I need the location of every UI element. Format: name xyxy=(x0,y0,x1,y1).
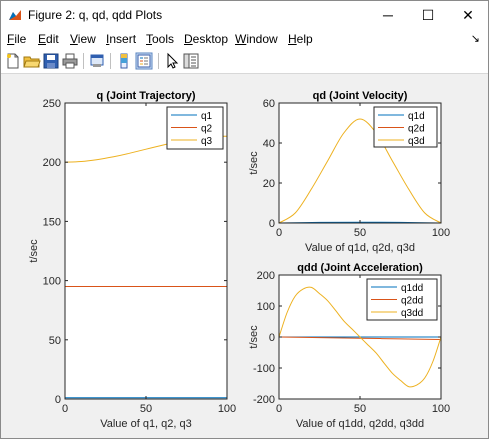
y-tick-label: 150 xyxy=(43,216,61,228)
menu-insert[interactable]: Insert xyxy=(106,32,137,46)
print-icon[interactable] xyxy=(61,52,79,70)
colorbar-icon[interactable] xyxy=(115,52,133,70)
y-tick-label: 20 xyxy=(263,178,275,190)
y-tick-label: 200 xyxy=(257,270,275,282)
pointer-icon[interactable] xyxy=(163,52,181,70)
save-icon[interactable] xyxy=(42,52,60,70)
x-axis-label-0: Value of q1, q2, q3 xyxy=(100,418,192,430)
series-line-q2dd xyxy=(279,336,441,340)
y-tick-label: 100 xyxy=(257,301,275,313)
x-tick-label: 100 xyxy=(432,403,450,415)
print-preview-icon[interactable] xyxy=(88,52,106,70)
y-axis-label-0: t/sec xyxy=(28,239,40,263)
y-tick-label: 60 xyxy=(263,98,275,110)
minimize-button[interactable]: ─ xyxy=(368,1,408,29)
menu-view[interactable]: View xyxy=(70,32,96,46)
toolbar-separator xyxy=(83,53,84,69)
menu-tools[interactable]: Tools xyxy=(146,32,175,46)
minimize-icon: ─ xyxy=(383,7,393,23)
y-tick-label: -200 xyxy=(253,394,275,406)
x-tick-label: 0 xyxy=(276,403,282,415)
legend-icon[interactable] xyxy=(135,52,153,70)
chart-title-0: q (Joint Trajectory) xyxy=(96,90,195,102)
y-axis-label-1: t/sec xyxy=(248,151,260,175)
chart-title-2: qdd (Joint Acceleration) xyxy=(297,262,423,274)
menu-file[interactable]: File xyxy=(7,32,27,46)
series-line-q3dd xyxy=(279,286,441,388)
figure-toolbar xyxy=(1,49,488,74)
dock-arrow-icon[interactable]: ↘ xyxy=(470,33,480,45)
title-bar[interactable]: Figure 2: q, qd, qdd Plots ─ ☐ ✕ xyxy=(1,1,488,29)
toolbar-separator xyxy=(110,53,111,69)
menu-window[interactable]: Window xyxy=(235,32,278,46)
chart-title-1: qd (Joint Velocity) xyxy=(313,90,408,102)
series-line-q3d xyxy=(279,118,441,223)
axes-background-0 xyxy=(65,103,227,399)
legend-entry-q3: q3 xyxy=(201,136,213,147)
legend-entry-q3d: q3d xyxy=(408,136,425,147)
x-tick-label: 0 xyxy=(62,403,68,415)
close-icon: ✕ xyxy=(462,6,474,23)
maximize-button[interactable]: ☐ xyxy=(408,1,448,29)
figure-canvas: q (Joint Trajectory) 0 50 100 0 50 100 150 200 25… xyxy=(1,74,488,438)
x-tick-label: 0 xyxy=(276,227,282,239)
toolbar-separator xyxy=(158,53,159,69)
close-button[interactable]: ✕ xyxy=(448,1,488,29)
y-tick-label: -100 xyxy=(253,363,275,375)
x-tick-label: 100 xyxy=(432,227,450,239)
x-tick-label: 50 xyxy=(140,403,152,415)
menu-help[interactable]: Help xyxy=(288,32,313,46)
y-tick-label: 200 xyxy=(43,157,61,169)
y-tick-label: 0 xyxy=(55,394,61,406)
y-axis-label-2: t/sec xyxy=(248,325,260,349)
legend-entry-q2: q2 xyxy=(201,124,213,135)
property-inspector-icon[interactable] xyxy=(182,52,200,70)
menu-edit[interactable]: Edit xyxy=(38,32,59,46)
x-tick-label: 50 xyxy=(354,403,366,415)
legend-entry-q1dd: q1dd xyxy=(401,283,423,294)
x-axis-label-1: Value of q1d, q2d, q3d xyxy=(305,242,415,254)
y-tick-label: 50 xyxy=(49,335,61,347)
menu-desktop[interactable]: Desktop xyxy=(184,32,229,46)
window-title: Figure 2: q, qd, qdd Plots xyxy=(28,8,163,22)
y-tick-label: 40 xyxy=(263,138,275,150)
menu-bar: File Edit View Insert Tools Desktop Wind… xyxy=(1,29,488,49)
maximize-icon: ☐ xyxy=(421,6,435,23)
legend-entry-q2dd: q2dd xyxy=(401,296,423,307)
y-tick-label: 100 xyxy=(43,276,61,288)
legend-entry-q2d: q2d xyxy=(408,124,425,135)
matlab-figure-icon xyxy=(8,8,22,22)
y-tick-label: 0 xyxy=(269,218,275,230)
legend-entry-q1: q1 xyxy=(201,111,213,122)
x-tick-label: 50 xyxy=(354,227,366,239)
plots-area: q (Joint Trajectory)0 50 10005010015020025… xyxy=(28,90,450,430)
x-axis-label-2: Value of q1dd, q2dd, q3dd xyxy=(296,418,424,430)
y-tick-label: 250 xyxy=(43,98,61,110)
new-figure-icon[interactable] xyxy=(4,52,22,70)
x-tick-label: 100 xyxy=(218,403,236,415)
legend-entry-q3dd: q3dd xyxy=(401,308,423,319)
legend-entry-q1d: q1d xyxy=(408,111,425,122)
y-tick-label: 0 xyxy=(269,332,275,344)
open-file-icon[interactable] xyxy=(23,52,41,70)
